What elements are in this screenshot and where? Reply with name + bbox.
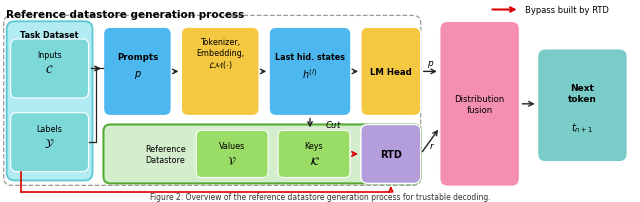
Text: $\mathcal{K}$: $\mathcal{K}$ (308, 154, 319, 166)
Text: Distribution
fusion: Distribution fusion (454, 95, 505, 114)
Text: Figure 2: Overview of the reference datastore generation process for trustable d: Figure 2: Overview of the reference data… (150, 192, 490, 201)
Text: Inputs: Inputs (37, 51, 62, 60)
FancyBboxPatch shape (196, 131, 268, 178)
Text: Reference datastore generation process: Reference datastore generation process (6, 9, 244, 19)
Text: $Cut$: $Cut$ (325, 118, 342, 129)
Text: RTD: RTD (380, 149, 402, 159)
FancyBboxPatch shape (11, 40, 88, 98)
Text: Labels: Labels (36, 124, 63, 133)
FancyBboxPatch shape (11, 113, 88, 172)
Text: Task Dataset: Task Dataset (20, 31, 79, 40)
Text: Reference
Datastore: Reference Datastore (145, 144, 186, 164)
FancyBboxPatch shape (181, 28, 259, 116)
Text: $p$: $p$ (427, 59, 435, 70)
FancyBboxPatch shape (538, 49, 627, 162)
Text: $p$: $p$ (134, 69, 141, 81)
FancyBboxPatch shape (269, 28, 351, 116)
Text: $\mathcal{Y}$: $\mathcal{Y}$ (44, 136, 55, 149)
Text: Tokenizer,
Embedding,
$\mathcal{LM}(\cdot)$: Tokenizer, Embedding, $\mathcal{LM}(\cdo… (196, 38, 244, 71)
Text: Last hid. states: Last hid. states (275, 53, 345, 62)
FancyBboxPatch shape (278, 131, 350, 178)
FancyBboxPatch shape (440, 22, 520, 186)
FancyBboxPatch shape (6, 22, 93, 181)
FancyBboxPatch shape (361, 28, 420, 116)
Text: Bypass built by RTD: Bypass built by RTD (525, 6, 609, 15)
Text: $r$: $r$ (429, 140, 435, 150)
Text: $t_{n+1}$: $t_{n+1}$ (572, 121, 593, 135)
FancyBboxPatch shape (361, 125, 420, 183)
Text: LM Head: LM Head (370, 68, 412, 77)
Text: Prompts: Prompts (116, 53, 158, 62)
Text: Values: Values (219, 141, 245, 150)
FancyBboxPatch shape (104, 28, 172, 116)
Text: $\mathcal{V}$: $\mathcal{V}$ (227, 154, 237, 166)
Text: Keys: Keys (305, 141, 323, 150)
FancyBboxPatch shape (104, 125, 420, 183)
Text: Next
token: Next token (568, 84, 597, 103)
Text: $h^{(l)}$: $h^{(l)}$ (302, 67, 318, 81)
Text: $\mathcal{C}$: $\mathcal{C}$ (45, 63, 54, 75)
